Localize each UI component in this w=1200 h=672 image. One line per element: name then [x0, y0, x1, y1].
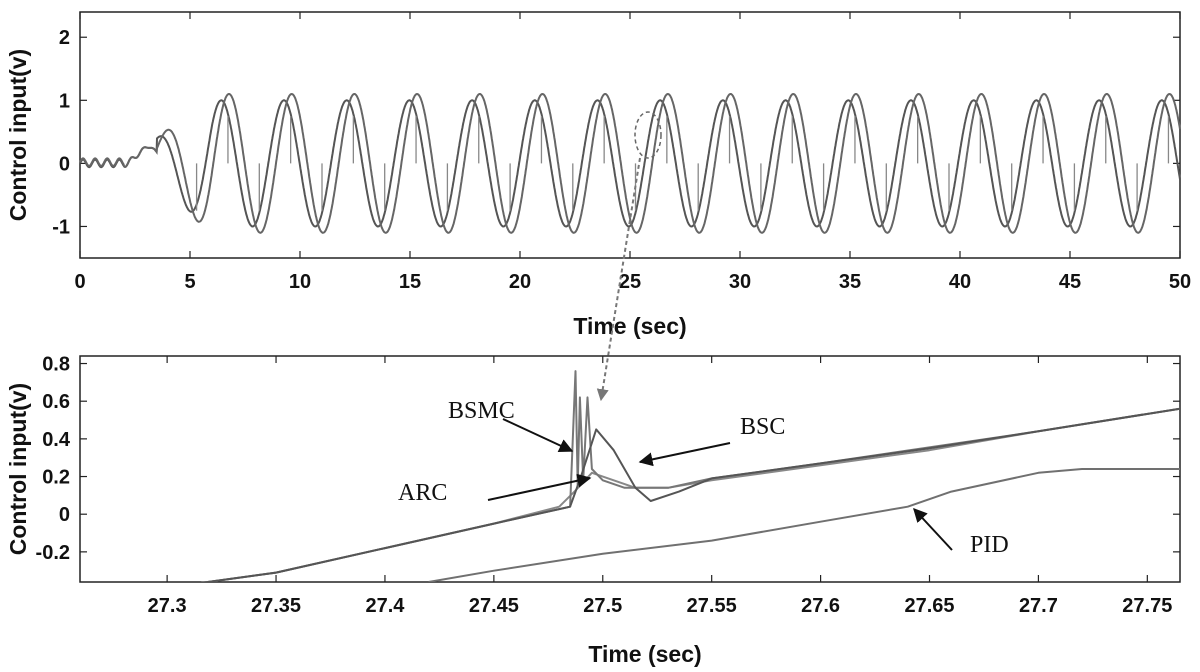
- x-tick-label: 30: [729, 271, 751, 293]
- x-tick-label: 27.7: [1019, 595, 1058, 617]
- y-tick-label: 1: [59, 90, 70, 112]
- y-tick-label: 0.2: [42, 467, 70, 489]
- bottom-series-group: [200, 370, 1180, 582]
- x-tick-label: 15: [399, 271, 421, 293]
- x-tick-label: 27.65: [904, 595, 954, 617]
- top-y-ticks: -1 0 1 2: [52, 27, 1180, 238]
- annotation-pid-arrow: [913, 507, 953, 551]
- top-y-axis-label: Control input(v): [5, 49, 31, 221]
- annotation-pid-label: PID: [970, 532, 1009, 558]
- bottom-y-axis-label: Control input(v): [5, 383, 31, 555]
- y-tick-label: -1: [52, 216, 70, 238]
- x-tick-label: 27.4: [365, 595, 405, 617]
- bottom-x-ticks: 27.3 27.35 27.4 27.45 27.5 27.55 27.6 27.65 27.7…: [148, 356, 1172, 617]
- y-tick-label: 2: [59, 27, 70, 49]
- x-tick-label: 27.55: [687, 595, 737, 617]
- x-tick-label: 45: [1059, 271, 1081, 293]
- y-tick-label: 0: [59, 504, 70, 526]
- bottom-series-2-line: [200, 370, 1180, 582]
- annotation-arc-label: ARC: [398, 480, 447, 506]
- top-x-ticks: 0 5 10 15 20 25 30 35 40 45 50: [74, 12, 1191, 293]
- zoom-ellipse: [634, 111, 662, 159]
- bottom-plot-frame: [79, 355, 1181, 583]
- y-tick-label: 0.6: [42, 391, 70, 413]
- zoom-connector-arrow: [596, 157, 641, 402]
- bottom-series-3-line: [200, 407, 1180, 582]
- y-tick-label: -0.2: [36, 542, 70, 564]
- top-panel: 0 5 10 15 20 25 30 35 40 45 50 -1 0 1 2 Time (sec) Co…: [5, 11, 1191, 339]
- x-tick-label: 10: [289, 271, 311, 293]
- y-tick-label: 0.4: [42, 429, 71, 451]
- top-series-1-line: [79, 99, 1181, 228]
- x-tick-label: 27.3: [148, 595, 187, 617]
- bottom-series-4-line: [428, 468, 1180, 582]
- x-tick-label: 25: [619, 271, 641, 293]
- bottom-panel: 27.3 27.35 27.4 27.45 27.5 27.55 27.6 27.65 27.7…: [5, 354, 1181, 667]
- annotation-bsc-label: BSC: [740, 414, 785, 440]
- annotation-bsmc-arrow: [502, 418, 574, 453]
- y-tick-label: 0.8: [42, 354, 70, 376]
- x-tick-label: 50: [1169, 271, 1191, 293]
- x-tick-label: 27.35: [251, 595, 301, 617]
- x-tick-label: 27.6: [801, 595, 840, 617]
- x-tick-label: 40: [949, 271, 971, 293]
- top-series-group: [79, 92, 1181, 234]
- x-tick-label: 0: [74, 271, 85, 293]
- top-x-axis-label: Time (sec): [573, 313, 686, 339]
- bottom-y-ticks: -0.2 0 0.2 0.4 0.6 0.8: [36, 354, 1180, 564]
- top-series-2-line: [79, 92, 1181, 234]
- y-tick-label: 0: [59, 153, 70, 175]
- bottom-series-1-line: [200, 407, 1180, 582]
- x-tick-label: 35: [839, 271, 861, 293]
- x-tick-label: 20: [509, 271, 531, 293]
- x-tick-label: 27.75: [1122, 595, 1172, 617]
- annotation-arc-arrow: [487, 473, 592, 501]
- bottom-x-axis-label: Time (sec): [588, 641, 701, 667]
- x-tick-label: 5: [184, 271, 195, 293]
- annotation-bsc-arrow: [638, 442, 731, 467]
- x-tick-label: 27.45: [469, 595, 519, 617]
- x-tick-label: 27.5: [583, 595, 622, 617]
